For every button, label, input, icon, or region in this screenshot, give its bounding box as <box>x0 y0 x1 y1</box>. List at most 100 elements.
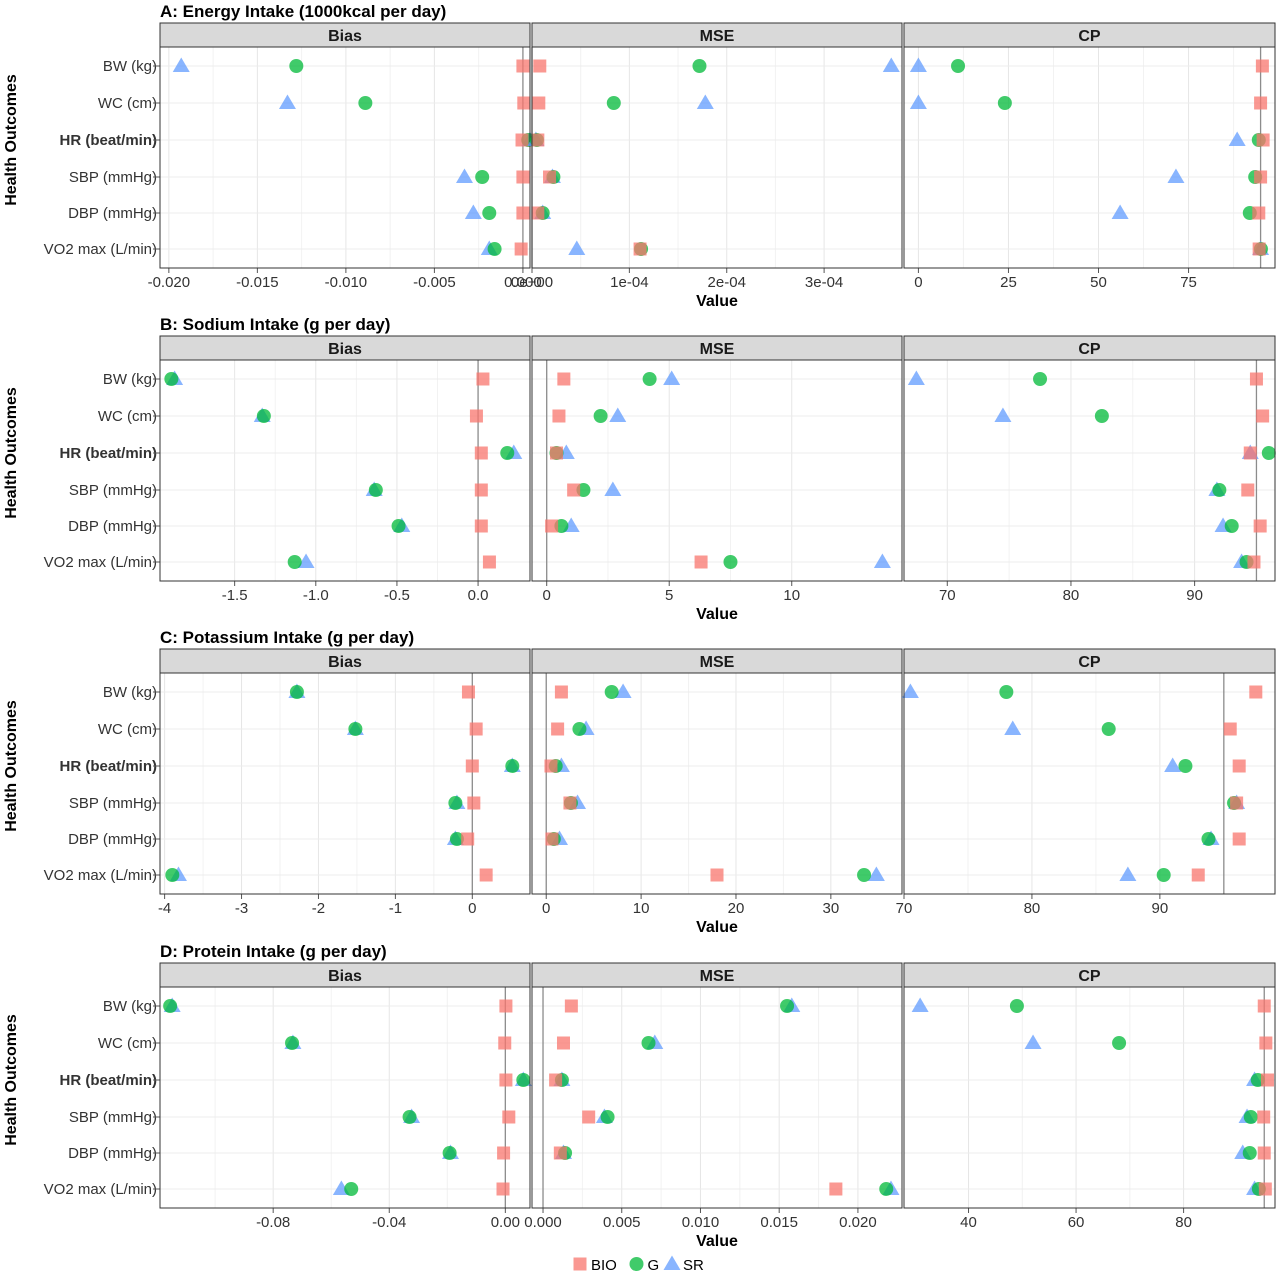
point-bio <box>467 796 481 810</box>
x-tick-label: 60 <box>1068 1214 1085 1231</box>
point-g <box>572 722 587 736</box>
facet-strip-label: MSE <box>700 968 735 985</box>
outcome-label: HR (beat/min) <box>60 758 158 775</box>
outcome-label: VO2 max (L/min) <box>44 241 157 258</box>
facet-strip-label: MSE <box>700 28 735 45</box>
point-bio <box>544 759 558 773</box>
point-g <box>1178 759 1193 773</box>
x-tick-label: 0.015 <box>760 1214 798 1231</box>
outcome-label: BW (kg) <box>103 684 157 701</box>
point-g <box>593 409 608 423</box>
point-g <box>857 868 872 882</box>
point-bio <box>694 555 708 569</box>
point-g <box>287 555 302 569</box>
outcome-label: BW (kg) <box>103 371 157 388</box>
point-g <box>951 59 966 73</box>
point-bio <box>564 999 578 1013</box>
point-bio <box>557 372 571 386</box>
point-g <box>1261 446 1276 460</box>
point-bio <box>1252 242 1266 256</box>
point-bio <box>514 242 528 256</box>
point-g <box>1094 409 1109 423</box>
point-g <box>516 1073 531 1087</box>
x-axis-title: Value <box>696 1233 738 1250</box>
point-sr <box>172 57 190 72</box>
point-sr <box>278 94 296 109</box>
legend-label: SR <box>683 1257 704 1274</box>
point-bio <box>497 1146 511 1160</box>
x-tick-label: 40 <box>960 1214 977 1231</box>
point-sr <box>604 481 622 496</box>
point-bio <box>469 409 483 423</box>
point-g <box>256 409 271 423</box>
x-tick-label: -0.04 <box>372 1214 406 1231</box>
plot-border <box>531 46 903 269</box>
x-tick-label: 70 <box>896 900 913 917</box>
facet-strip <box>531 335 903 361</box>
x-tick-label: 20 <box>728 900 745 917</box>
point-g <box>604 685 619 699</box>
panel-b: B: Sodium Intake (g per day) Health Outco… <box>3 315 1276 623</box>
facet-strip-label: Bias <box>328 654 362 671</box>
outcome-label: BW (kg) <box>103 998 157 1015</box>
point-g <box>692 59 707 73</box>
point-g <box>780 999 795 1013</box>
point-g <box>500 446 515 460</box>
x-tick-label: -2 <box>312 900 325 917</box>
x-tick-label: -0.5 <box>384 587 410 604</box>
x-axis-title: Value <box>696 293 738 310</box>
facet-strip <box>903 648 1276 674</box>
point-bio <box>1259 1036 1273 1050</box>
outcome-label: BW (kg) <box>103 58 157 75</box>
point-bio <box>551 722 565 736</box>
facet-strip-label: CP <box>1078 654 1101 671</box>
point-bio <box>1255 59 1269 73</box>
facet-strip <box>903 22 1276 48</box>
point-bio <box>1247 555 1261 569</box>
legend-item-g: G <box>629 1257 659 1274</box>
x-tick-label: -1 <box>389 900 402 917</box>
plot-border <box>159 672 531 895</box>
point-sr <box>907 370 925 385</box>
point-bio <box>517 96 531 110</box>
point-bio <box>710 868 724 882</box>
plot-background <box>160 673 530 894</box>
point-bio <box>496 1182 510 1196</box>
plot-background <box>904 360 1275 581</box>
panel-a: A: Energy Intake (1000kcal per day) Healt… <box>3 2 1276 310</box>
point-bio <box>498 1036 512 1050</box>
plot-background <box>532 360 902 581</box>
facet-mse: MSE 0.000 0.005 0.010 0.015 0.020 <box>524 962 903 1231</box>
legend-square-icon <box>573 1257 587 1271</box>
point-bio <box>1252 206 1266 220</box>
plot-border <box>531 986 903 1209</box>
point-g <box>505 759 520 773</box>
point-g <box>723 555 738 569</box>
facet-strip <box>903 962 1276 988</box>
point-g <box>487 242 502 256</box>
point-bio <box>1223 722 1237 736</box>
y-axis-title: Health Outcomes <box>3 387 20 519</box>
point-bio <box>461 832 475 846</box>
facet-strip-label: MSE <box>700 654 735 671</box>
point-g <box>1201 832 1216 846</box>
point-bio <box>545 519 559 533</box>
x-tick-label: -1.5 <box>222 587 248 604</box>
plot-background <box>904 987 1275 1208</box>
facet-cp: CP 0 25 50 75 <box>903 22 1276 291</box>
point-bio <box>1191 868 1205 882</box>
point-bio <box>1232 832 1246 846</box>
legend-triangle-icon <box>663 1255 681 1270</box>
point-bio <box>502 1110 516 1124</box>
point-bio <box>461 685 475 699</box>
facet-cp: CP 70 80 90 <box>903 335 1276 604</box>
point-sr <box>911 997 929 1012</box>
x-tick-label: 0.020 <box>839 1214 877 1231</box>
point-sr <box>455 168 473 183</box>
x-tick-label: -0.08 <box>256 1214 290 1231</box>
point-bio <box>553 1146 567 1160</box>
point-bio <box>531 206 545 220</box>
point-bio <box>556 1036 570 1050</box>
point-g <box>358 96 373 110</box>
plot-border <box>903 986 1276 1209</box>
